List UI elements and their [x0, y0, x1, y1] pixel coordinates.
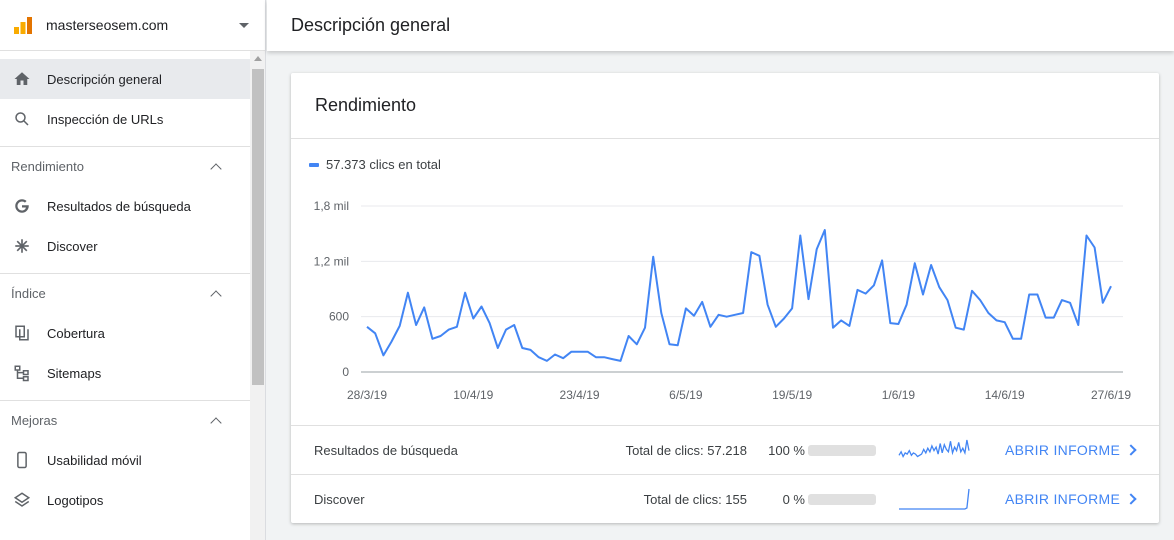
y-tick-label: 600 [329, 310, 349, 324]
clicks-line-chart[interactable]: 0 600 1,2 mil 1,8 mil 28/3/19 10/4/19 23/4/19 6… [291, 187, 1159, 412]
section-header-index[interactable]: Índice [0, 273, 250, 313]
report-total-clicks: Total de clics: 155 [643, 491, 747, 507]
report-share-bar [808, 493, 876, 505]
sidebar-nav: Descripción general Inspección de URLs R… [0, 51, 250, 520]
y-tick-label: 0 [342, 365, 349, 379]
sidebar-scrollbar-thumb[interactable] [252, 69, 264, 385]
x-tick-label: 27/6/19 [1091, 388, 1131, 402]
sidebar-item-logos[interactable]: Logotipos [0, 480, 250, 520]
open-report-link[interactable]: ABRIR INFORME [1005, 491, 1121, 507]
chevron-right-icon[interactable] [1125, 493, 1137, 505]
sparkline-path [898, 439, 970, 458]
section-title: Mejoras [11, 413, 58, 428]
report-percent: 0 % [782, 491, 805, 507]
search-icon [12, 109, 32, 129]
sidebar-item-url-inspection[interactable]: Inspección de URLs [0, 99, 250, 139]
x-tick-label: 19/5/19 [772, 388, 812, 402]
sidebar-item-label: Cobertura [47, 325, 105, 341]
open-report-link[interactable]: ABRIR INFORME [1005, 442, 1121, 458]
sidebar-item-label: Logotipos [47, 492, 104, 508]
x-tick-label: 23/4/19 [560, 388, 600, 402]
y-tick-label: 1,8 mil [314, 199, 349, 213]
series-line-clicks [366, 229, 1112, 362]
sidebar-item-label: Resultados de búsqueda [47, 198, 191, 214]
report-row-search-results: Resultados de búsqueda Total de clics: 5… [291, 425, 1159, 474]
sidebar-item-sitemaps[interactable]: Sitemaps [0, 353, 250, 393]
sparkline-path [899, 488, 970, 510]
property-name: masterseosem.com [46, 17, 169, 33]
report-row-discover: Discover Total de clics: 155 0 % ABRIR I… [291, 474, 1159, 523]
report-sparkline [898, 439, 970, 458]
performance-card: Rendimiento 57.373 clics en total 0 600 1,… [291, 73, 1159, 523]
section-title: Índice [11, 286, 46, 301]
x-tick-label: 10/4/19 [453, 388, 493, 402]
sidebar-item-label: Descripción general [47, 71, 162, 87]
asterisk-icon [12, 236, 32, 256]
x-tick-label: 14/6/19 [985, 388, 1025, 402]
sidebar-item-overview[interactable]: Descripción general [0, 59, 250, 99]
sidebar-item-label: Usabilidad móvil [47, 452, 142, 468]
report-share-bar [808, 444, 876, 456]
report-sparkline [899, 488, 970, 510]
property-selector[interactable]: masterseosem.com [0, 0, 265, 51]
sidebar-item-discover[interactable]: Discover [0, 226, 250, 266]
legend-swatch [309, 162, 319, 167]
sitemap-icon [12, 363, 32, 383]
section-title: Rendimiento [11, 159, 84, 174]
section-header-enhancements[interactable]: Mejoras [0, 400, 250, 440]
chevron-right-icon[interactable] [1125, 444, 1137, 456]
sidebar-item-mobile-usability[interactable]: Usabilidad móvil [0, 440, 250, 480]
y-tick-label: 1,2 mil [314, 254, 349, 268]
x-tick-label: 28/3/19 [347, 388, 387, 402]
layers-icon [12, 490, 32, 510]
chevron-up-icon [210, 417, 222, 429]
sidebar-item-search-results[interactable]: Resultados de búsqueda [0, 186, 250, 226]
dropdown-caret-icon[interactable] [239, 22, 249, 28]
x-tick-label: 6/5/19 [669, 388, 703, 402]
report-total-clicks: Total de clics: 57.218 [625, 442, 747, 458]
sidebar-item-label: Discover [47, 238, 98, 254]
report-label: Discover [314, 491, 365, 507]
sidebar-item-label: Sitemaps [47, 365, 102, 381]
scroll-up-arrow-icon[interactable] [254, 56, 262, 61]
sidebar-item-label: Inspección de URLs [47, 111, 164, 127]
google-g-icon [12, 196, 32, 216]
sidebar: masterseosem.com Descripción general Ins… [0, 0, 266, 540]
page-header: Descripción general [267, 0, 1174, 51]
section-header-performance[interactable]: Rendimiento [0, 146, 250, 186]
sidebar-item-coverage[interactable]: Cobertura [0, 313, 250, 353]
page-title: Descripción general [291, 15, 451, 35]
analytics-logo-icon [14, 17, 32, 34]
x-tick-label: 1/6/19 [882, 388, 916, 402]
legend-label: 57.373 clics en total [326, 157, 441, 172]
chart-legend: 57.373 clics en total [309, 157, 441, 172]
phone-icon [12, 450, 32, 470]
chevron-up-icon [210, 290, 222, 302]
report-percent: 100 % [768, 442, 805, 458]
copy-icon [12, 323, 32, 343]
report-label: Resultados de búsqueda [314, 442, 458, 458]
chevron-up-icon [210, 163, 222, 175]
home-icon [12, 69, 32, 89]
card-title: Rendimiento [291, 73, 1159, 139]
